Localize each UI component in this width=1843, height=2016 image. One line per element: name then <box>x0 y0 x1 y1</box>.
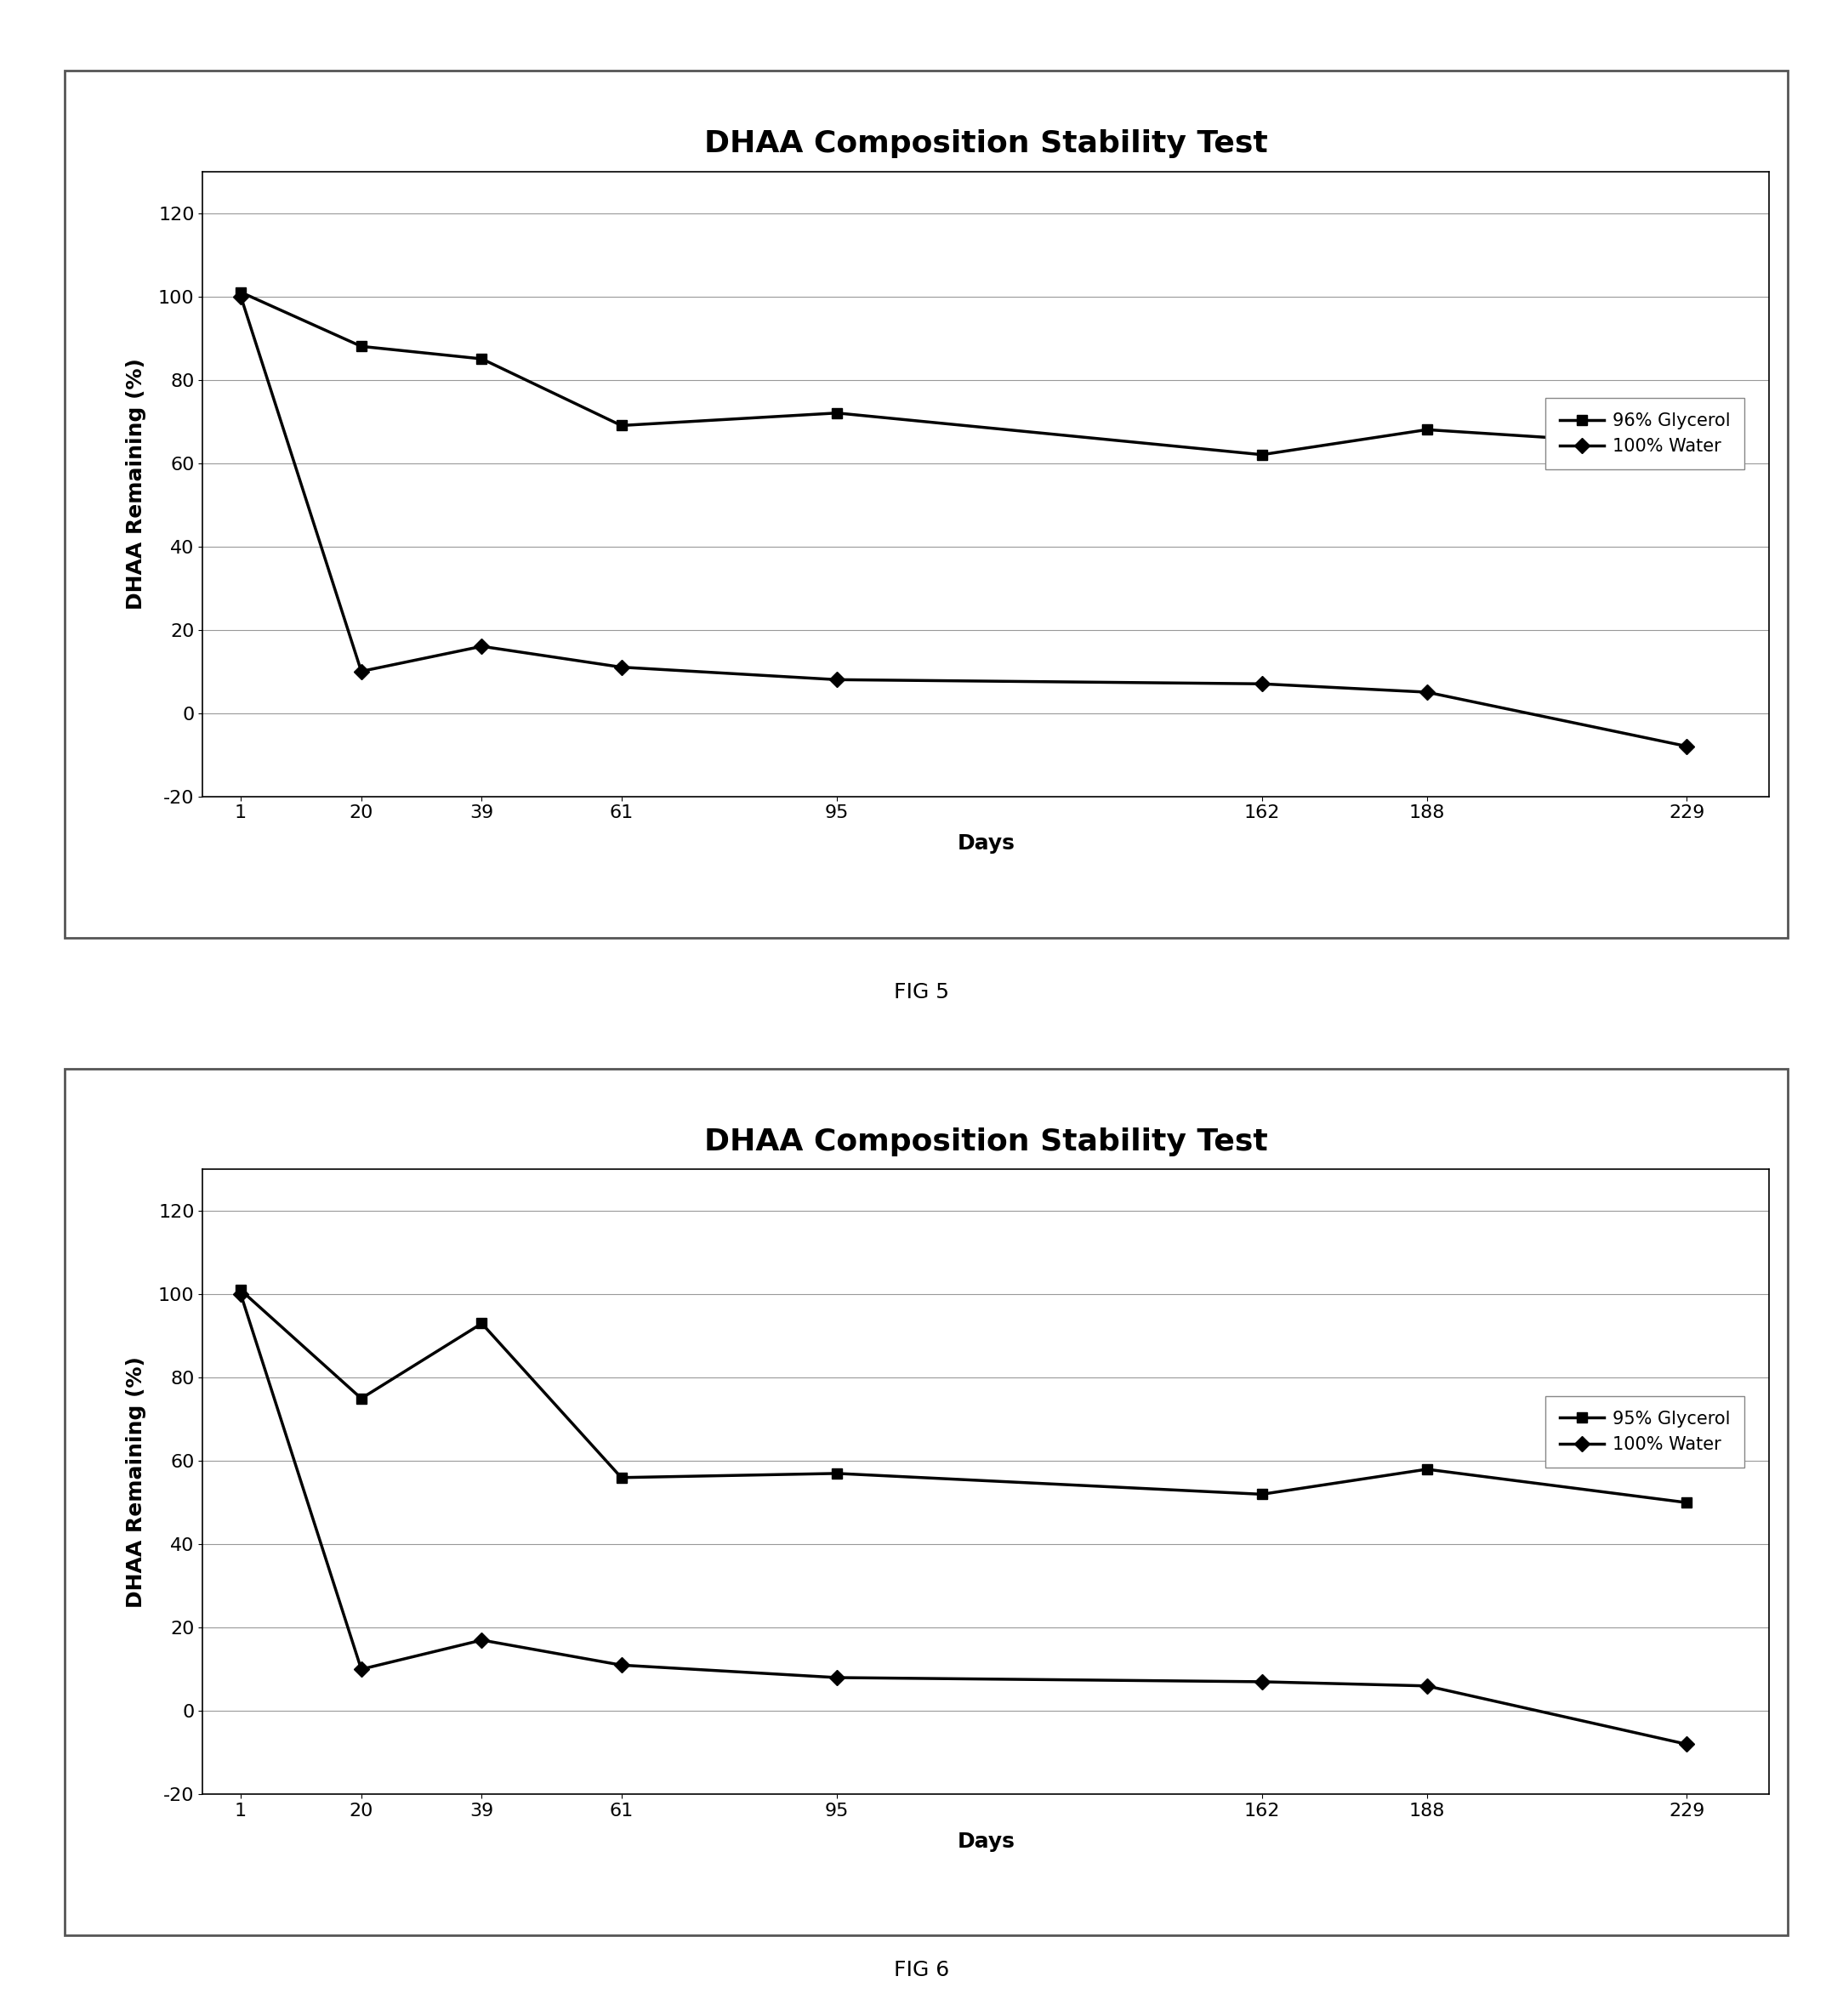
X-axis label: Days: Days <box>957 833 1015 855</box>
96% Glycerol <box>826 401 848 425</box>
Y-axis label: DHAA Remaining (%): DHAA Remaining (%) <box>125 359 146 609</box>
Line: 95% Glycerol: 95% Glycerol <box>236 1284 1692 1508</box>
Title: DHAA Composition Stability Test: DHAA Composition Stability Test <box>704 1127 1268 1157</box>
Legend: 96% Glycerol, 100% Water: 96% Glycerol, 100% Water <box>1544 399 1745 470</box>
Text: FIG 5: FIG 5 <box>894 982 949 1002</box>
100% Water <box>1415 679 1438 704</box>
96% Glycerol <box>1415 417 1438 442</box>
100% Water <box>826 1665 848 1689</box>
Text: FIG 6: FIG 6 <box>894 1960 949 1980</box>
100% Water <box>350 1657 372 1681</box>
Line: 100% Water: 100% Water <box>236 1288 1692 1750</box>
96% Glycerol <box>350 335 372 359</box>
100% Water <box>470 635 492 659</box>
95% Glycerol <box>470 1310 492 1335</box>
95% Glycerol <box>1251 1482 1274 1506</box>
95% Glycerol <box>826 1462 848 1486</box>
96% Glycerol <box>1251 444 1274 468</box>
100% Water <box>1251 671 1274 696</box>
Line: 100% Water: 100% Water <box>236 290 1692 752</box>
100% Water <box>470 1629 492 1653</box>
100% Water <box>1675 1732 1697 1756</box>
Y-axis label: DHAA Remaining (%): DHAA Remaining (%) <box>125 1357 146 1607</box>
96% Glycerol <box>230 280 252 304</box>
100% Water <box>826 667 848 691</box>
100% Water <box>610 1653 632 1677</box>
95% Glycerol <box>610 1466 632 1490</box>
95% Glycerol <box>1415 1458 1438 1482</box>
95% Glycerol <box>350 1387 372 1411</box>
100% Water <box>1415 1673 1438 1697</box>
96% Glycerol <box>1675 433 1697 458</box>
95% Glycerol <box>1675 1490 1697 1514</box>
100% Water <box>230 284 252 308</box>
100% Water <box>1251 1669 1274 1693</box>
96% Glycerol <box>610 413 632 437</box>
Legend: 95% Glycerol, 100% Water: 95% Glycerol, 100% Water <box>1546 1397 1745 1468</box>
96% Glycerol <box>470 347 492 371</box>
95% Glycerol <box>230 1278 252 1302</box>
100% Water <box>610 655 632 679</box>
100% Water <box>1675 734 1697 758</box>
X-axis label: Days: Days <box>957 1831 1015 1853</box>
100% Water <box>230 1282 252 1306</box>
Line: 96% Glycerol: 96% Glycerol <box>236 286 1692 460</box>
100% Water <box>350 659 372 683</box>
Title: DHAA Composition Stability Test: DHAA Composition Stability Test <box>704 129 1268 159</box>
